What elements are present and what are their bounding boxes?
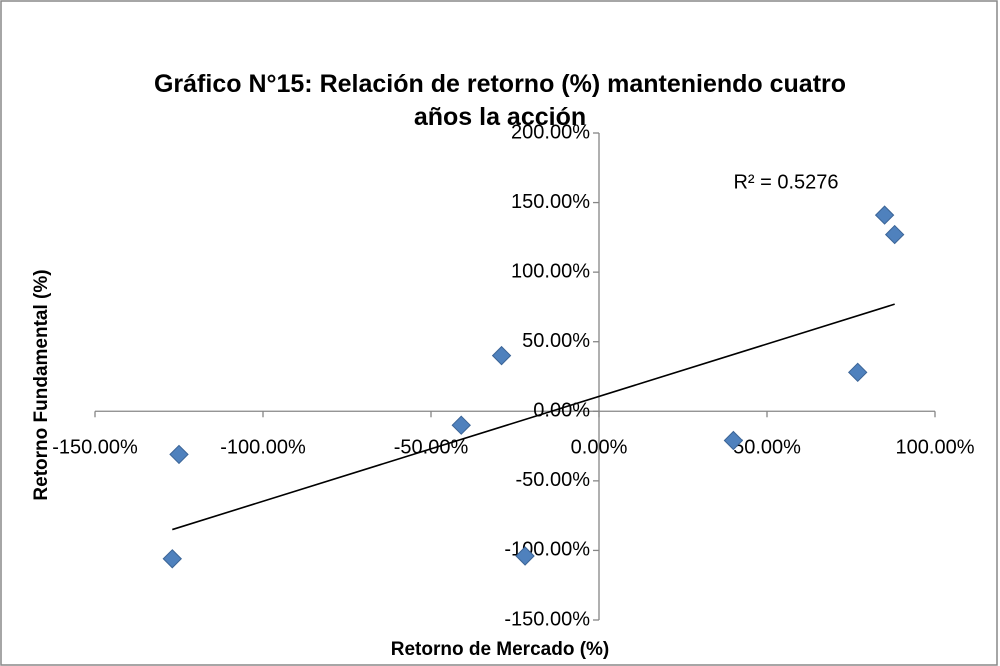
y-tick-label: 200.00% — [511, 121, 590, 143]
point — [162, 549, 182, 569]
x-tick-label: -150.00% — [52, 437, 138, 459]
point — [451, 415, 471, 435]
x-tick-label: -100.00% — [220, 437, 306, 459]
y-tick-label: 0.00% — [533, 400, 590, 422]
point — [723, 430, 744, 451]
chart-title: Gráfico N°15: Relación de retorno (%) ma… — [154, 70, 846, 131]
y-tick-label: 150.00% — [511, 191, 590, 213]
point — [515, 546, 535, 566]
point — [848, 362, 868, 383]
point — [884, 224, 905, 245]
y-tick-label: 100.00% — [511, 260, 590, 282]
point — [169, 444, 189, 465]
x-tick-label: -50.00% — [394, 437, 469, 459]
point — [491, 345, 512, 366]
x-axis-title: Retorno de Mercado (%) — [391, 639, 610, 660]
y-tick-label: 50.00% — [522, 330, 590, 352]
x-tick-label: 100.00% — [896, 437, 975, 459]
x-tick-label: 0.00% — [571, 437, 628, 459]
r-squared: R² = 0.5276 — [733, 171, 838, 193]
y-axis-title: Retorno Fundamental (%) — [31, 269, 52, 500]
trendline — [172, 303, 895, 531]
x-tick-label: 50.00% — [733, 437, 801, 459]
y-tick-label: -50.00% — [516, 469, 591, 491]
y-tick-label: -150.00% — [504, 608, 590, 630]
point — [874, 205, 895, 225]
